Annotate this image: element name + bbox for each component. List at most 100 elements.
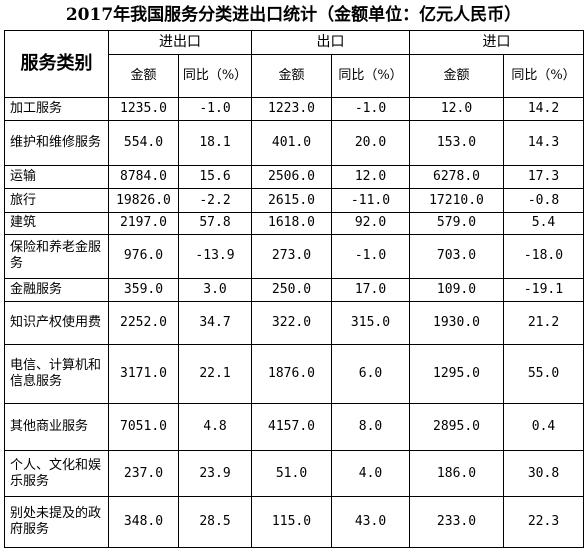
export-yoy-cell: 315.0 xyxy=(331,301,410,346)
subheader-total-yoy: 同比（%） xyxy=(178,53,252,98)
category-cell: 个人、文化和娱乐服务 xyxy=(4,449,109,498)
export-yoy-cell: -11.0 xyxy=(331,188,410,213)
subheader-export-yoy: 同比（%） xyxy=(331,53,410,98)
import-amount-cell: 579.0 xyxy=(409,211,504,235)
import-amount-cell: 2895.0 xyxy=(409,402,504,451)
import-amount-cell: 233.0 xyxy=(409,496,504,548)
import-yoy-cell: -0.8 xyxy=(503,188,584,213)
export-yoy-cell: 17.0 xyxy=(331,277,410,303)
export-amount-cell: 2506.0 xyxy=(251,164,332,190)
table-row: 旅行 19826.0 -2.2 2615.0 -11.0 17210.0 -0.8 xyxy=(4,188,584,213)
service-trade-table: 服务类别 进出口 出口 进口 金额 同比（%） 金额 同比（%） 金额 同比（%… xyxy=(4,30,584,548)
export-amount-cell: 250.0 xyxy=(251,277,332,303)
category-cell: 别处未提及的政府服务 xyxy=(4,496,109,548)
category-cell: 加工服务 xyxy=(4,96,109,122)
import-amount-cell: 703.0 xyxy=(409,233,504,279)
table-row: 别处未提及的政府服务 348.0 28.5 115.0 43.0 233.0 22.3 xyxy=(4,496,584,548)
category-cell: 建筑 xyxy=(4,211,109,235)
export-yoy-cell: -1.0 xyxy=(331,96,410,122)
total-amount-cell: 359.0 xyxy=(108,277,179,303)
category-cell: 旅行 xyxy=(4,188,109,213)
import-yoy-cell: 22.3 xyxy=(503,496,584,548)
import-yoy-cell: 30.8 xyxy=(503,449,584,498)
import-yoy-cell: 55.0 xyxy=(503,344,584,404)
import-yoy-cell: 5.4 xyxy=(503,211,584,235)
group-header-import: 进口 xyxy=(409,30,584,55)
export-amount-cell: 1876.0 xyxy=(251,344,332,404)
export-yoy-cell: 4.0 xyxy=(331,449,410,498)
table-title: 2017年我国服务分类进出口统计（金额单位：亿元人民币） xyxy=(65,5,522,25)
total-amount-cell: 348.0 xyxy=(108,496,179,548)
header-row-subcolumns: 金额 同比（%） 金额 同比（%） 金额 同比（%） xyxy=(5,53,584,98)
export-amount-cell: 51.0 xyxy=(251,449,332,498)
header-row-groups: 服务类别 进出口 出口 进口 xyxy=(4,30,584,98)
group-header-export: 出口 xyxy=(251,30,410,55)
category-cell: 运输 xyxy=(4,164,109,190)
import-amount-cell: 153.0 xyxy=(409,120,504,166)
total-amount-cell: 8784.0 xyxy=(108,164,179,190)
total-yoy-cell: 34.7 xyxy=(178,301,252,346)
table-row: 维护和维修服务 554.0 18.1 401.0 20.0 153.0 14.3 xyxy=(4,120,584,166)
table-row: 加工服务 1235.0 -1.0 1223.0 -1.0 12.0 14.2 xyxy=(4,96,584,122)
subheader-total-amount: 金额 xyxy=(108,53,179,98)
export-yoy-cell: 6.0 xyxy=(331,344,410,404)
category-cell: 维护和维修服务 xyxy=(4,120,109,166)
export-yoy-cell: -1.0 xyxy=(331,233,410,279)
import-yoy-cell: 14.2 xyxy=(503,96,584,122)
total-amount-cell: 2252.0 xyxy=(108,301,179,346)
total-amount-cell: 2197.0 xyxy=(108,211,179,235)
export-yoy-cell: 92.0 xyxy=(331,211,410,235)
table-row: 运输 8784.0 15.6 2506.0 12.0 6278.0 17.3 xyxy=(4,164,584,190)
export-amount-cell: 115.0 xyxy=(251,496,332,548)
import-yoy-cell: 0.4 xyxy=(503,402,584,451)
total-yoy-cell: 22.1 xyxy=(178,344,252,404)
import-yoy-cell: 14.3 xyxy=(503,120,584,166)
category-cell: 其他商业服务 xyxy=(4,402,109,451)
import-yoy-cell: 21.2 xyxy=(503,301,584,346)
import-amount-cell: 12.0 xyxy=(409,96,504,122)
export-yoy-cell: 12.0 xyxy=(331,164,410,190)
table-row: 电信、计算机和信息服务 3171.0 22.1 1876.0 6.0 1295.0 55.0 xyxy=(4,344,584,404)
category-cell: 电信、计算机和信息服务 xyxy=(4,344,109,404)
category-cell: 金融服务 xyxy=(4,277,109,303)
import-yoy-cell: 17.3 xyxy=(503,164,584,190)
export-amount-cell: 401.0 xyxy=(251,120,332,166)
table-row: 保险和养老金服务 976.0 -13.9 273.0 -1.0 703.0 -18.0 xyxy=(4,233,584,279)
export-yoy-cell: 43.0 xyxy=(331,496,410,548)
subheader-import-yoy: 同比（%） xyxy=(503,53,584,98)
total-yoy-cell: 57.8 xyxy=(178,211,252,235)
table-row: 建筑 2197.0 57.8 1618.0 92.0 579.0 5.4 xyxy=(4,211,584,235)
total-amount-cell: 19826.0 xyxy=(108,188,179,213)
total-amount-cell: 237.0 xyxy=(108,449,179,498)
total-yoy-cell: 28.5 xyxy=(178,496,252,548)
export-yoy-cell: 8.0 xyxy=(331,402,410,451)
import-amount-cell: 109.0 xyxy=(409,277,504,303)
export-amount-cell: 322.0 xyxy=(251,301,332,346)
total-yoy-cell: 3.0 xyxy=(178,277,252,303)
export-amount-cell: 273.0 xyxy=(251,233,332,279)
import-yoy-cell: -18.0 xyxy=(503,233,584,279)
total-yoy-cell: 23.9 xyxy=(178,449,252,498)
table-row: 个人、文化和娱乐服务 237.0 23.9 51.0 4.0 186.0 30.8 xyxy=(4,449,584,498)
group-header-total: 进出口 xyxy=(108,30,252,55)
export-amount-cell: 2615.0 xyxy=(251,188,332,213)
table-row: 知识产权使用费 2252.0 34.7 322.0 315.0 1930.0 21.2 xyxy=(4,301,584,346)
export-yoy-cell: 20.0 xyxy=(331,120,410,166)
import-amount-cell: 1930.0 xyxy=(409,301,504,346)
subheader-import-amount: 金额 xyxy=(409,53,504,98)
total-yoy-cell: -1.0 xyxy=(178,96,252,122)
import-yoy-cell: -19.1 xyxy=(503,277,584,303)
total-amount-cell: 1235.0 xyxy=(108,96,179,122)
import-amount-cell: 186.0 xyxy=(409,449,504,498)
import-amount-cell: 6278.0 xyxy=(409,164,504,190)
category-header: 服务类别 xyxy=(4,30,109,98)
table-row: 其他商业服务 7051.0 4.8 4157.0 8.0 2895.0 0.4 xyxy=(4,402,584,451)
total-amount-cell: 7051.0 xyxy=(108,402,179,451)
total-yoy-cell: 18.1 xyxy=(178,120,252,166)
export-amount-cell: 1618.0 xyxy=(251,211,332,235)
total-yoy-cell: 4.8 xyxy=(178,402,252,451)
total-yoy-cell: -13.9 xyxy=(178,233,252,279)
export-amount-cell: 1223.0 xyxy=(251,96,332,122)
total-amount-cell: 554.0 xyxy=(108,120,179,166)
import-amount-cell: 1295.0 xyxy=(409,344,504,404)
